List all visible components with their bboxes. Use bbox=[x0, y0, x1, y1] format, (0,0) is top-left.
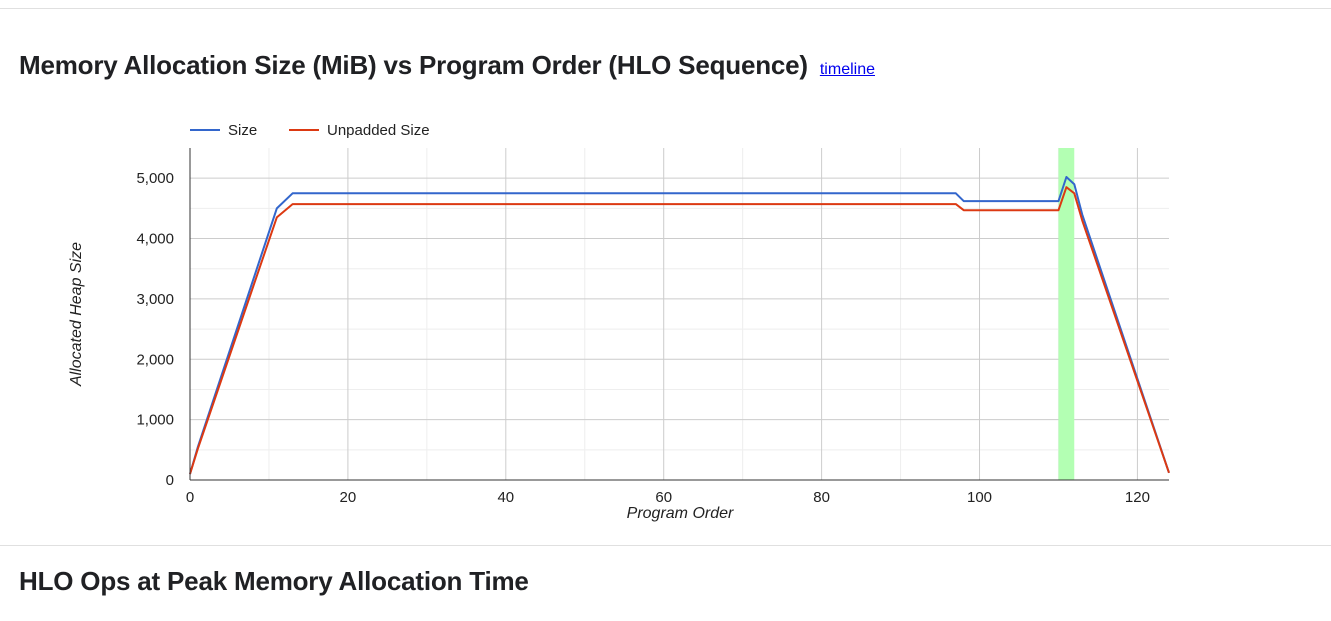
minor-grid bbox=[190, 148, 1169, 480]
y-tick-label: 4,000 bbox=[136, 231, 174, 248]
section-divider bbox=[0, 545, 1331, 546]
x-tick-label: 120 bbox=[1125, 489, 1150, 506]
axis-layer bbox=[189, 148, 1169, 481]
peak-memory-highlight bbox=[1058, 148, 1075, 480]
chart-title: Memory Allocation Size (MiB) vs Program … bbox=[19, 50, 808, 80]
hlo-ops-section-title: HLO Ops at Peak Memory Allocation Time bbox=[19, 566, 529, 596]
chart-section-header: Memory Allocation Size (MiB) vs Program … bbox=[19, 50, 875, 81]
legend: Size Unpadded Size bbox=[190, 122, 430, 139]
timeline-link[interactable]: timeline bbox=[819, 61, 875, 78]
y-tick-label: 2,000 bbox=[136, 351, 174, 368]
memory-allocation-chart: Size Unpadded Size 0 1,000 2,000 3,000 4,000… bbox=[68, 122, 1170, 522]
x-tick-label: 60 bbox=[655, 489, 672, 506]
y-tick-label: 3,000 bbox=[136, 291, 174, 308]
x-tick-labels: 0 20 40 60 80 100 120 bbox=[186, 489, 1150, 506]
series-line-unpadded-size bbox=[189, 186, 1170, 475]
x-axis-title: Program Order bbox=[627, 505, 734, 522]
legend-size-label: Size bbox=[228, 122, 257, 139]
y-tick-labels: 0 1,000 2,000 3,000 4,000 5,000 bbox=[136, 170, 174, 489]
x-tick-label: 100 bbox=[967, 489, 992, 506]
y-tick-label: 5,000 bbox=[136, 170, 174, 187]
legend-unpadded-label: Unpadded Size bbox=[327, 122, 430, 139]
series-layer bbox=[189, 176, 1170, 475]
x-tick-label: 20 bbox=[340, 489, 357, 506]
peak-highlight-layer bbox=[1058, 148, 1075, 480]
major-grid bbox=[190, 148, 1169, 480]
y-tick-label: 0 bbox=[166, 472, 174, 489]
y-tick-label: 1,000 bbox=[136, 412, 174, 429]
x-tick-label: 0 bbox=[186, 489, 194, 506]
y-axis-title: Allocated Heap Size bbox=[68, 242, 85, 387]
series-line-size bbox=[189, 176, 1170, 475]
x-tick-label: 40 bbox=[497, 489, 514, 506]
top-divider bbox=[0, 8, 1331, 9]
x-tick-label: 80 bbox=[813, 489, 830, 506]
